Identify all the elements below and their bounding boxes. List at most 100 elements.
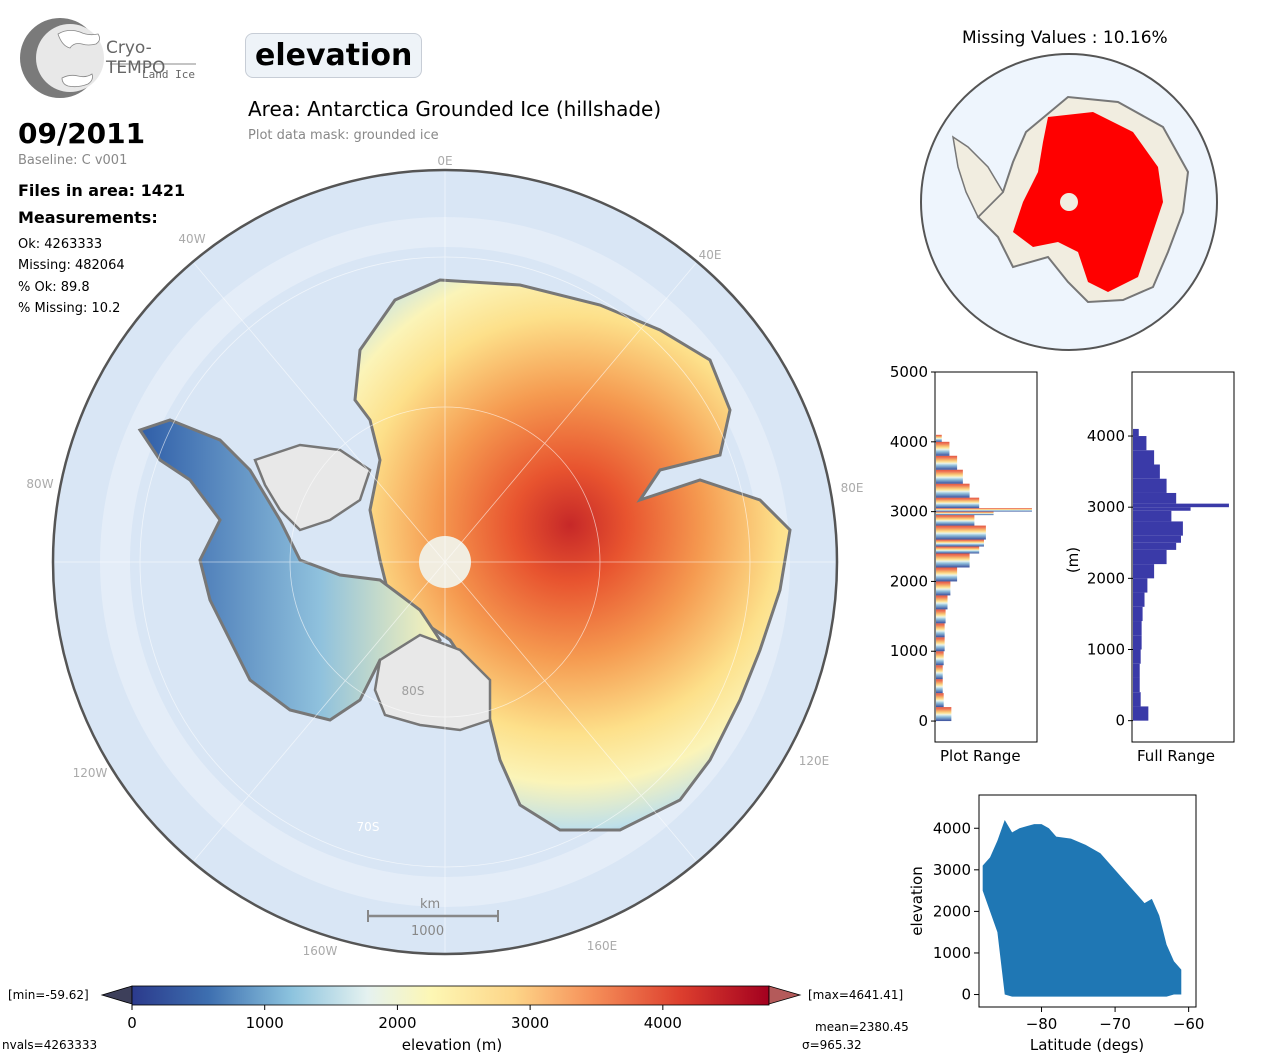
hist-bar (936, 434, 942, 442)
missing-values-title: Missing Values : 10.16% (962, 28, 1168, 48)
hist-bar (936, 679, 943, 694)
hist-bar (936, 508, 1032, 512)
hist-bar (1133, 464, 1160, 479)
east-antarctica (353, 278, 792, 832)
hist-bar (936, 469, 963, 484)
lon-label-0e: 0E (437, 154, 452, 168)
mean-label: mean=2380.45 (815, 1020, 909, 1034)
hist-bar (936, 651, 944, 666)
hist-bar (1133, 478, 1167, 493)
full-range-histogram: 0 1000 2000 3000 4000 Full Range (m) (1064, 371, 1235, 765)
hist1-frame (934, 371, 1038, 743)
logo-name: Cryo-TEMPO (106, 38, 166, 78)
x-tick-label: −80 (1026, 1015, 1058, 1033)
missing-values-map (920, 53, 1218, 351)
colorbar-max-label: [max=4641.41] (808, 988, 904, 1002)
hist-bar (1133, 663, 1140, 678)
colorbar-tick-label: 2000 (378, 1014, 416, 1032)
hist-bar (936, 609, 946, 624)
hist-bar (1133, 436, 1147, 451)
ronne-ice-shelf (253, 443, 372, 532)
cryo-tempo-logo: Cryo-TEMPO Land Ice (18, 16, 203, 100)
colorbar-gradient (131, 985, 770, 1006)
hist-bar (936, 581, 951, 596)
y-tick-label: 0 (961, 986, 971, 1004)
hist1-xlabel: Plot Range (940, 747, 1021, 765)
x-tick-label: −60 (1173, 1015, 1205, 1033)
area-title: Area: Antarctica Grounded Ice (hillshade… (248, 97, 662, 121)
hist-bar (1133, 535, 1181, 543)
y-tick-label: 3000 (890, 503, 928, 521)
lon-label-80e: 80E (841, 481, 864, 495)
colorbar-tick-label: 1000 (246, 1014, 284, 1032)
y-tick-label: 3000 (1087, 498, 1125, 516)
elevation-latitude-scatter: −80 −70 −60 0 1000 2000 3000 4000 Latitude (deg… (908, 794, 1205, 1054)
hist-bar (936, 441, 950, 456)
measurements-pct-ok: % Ok: 89.8 (18, 280, 90, 295)
colorbar-xlabel: elevation (m) (402, 1036, 503, 1054)
colorbar: 0 1000 2000 3000 4000 elevation (m) (100, 985, 802, 1054)
hist2-xlabel: Full Range (1137, 747, 1215, 765)
parameter-badge: elevation (245, 33, 423, 78)
lon-label-40e: 40E (699, 248, 722, 262)
measurements-ok: Ok: 4263333 (18, 237, 103, 252)
hist-bar (936, 455, 958, 470)
y-tick-label: 2000 (890, 572, 928, 590)
hist-bar (1133, 492, 1177, 504)
colorbar-tick-label: 4000 (644, 1014, 682, 1032)
scatter-point-cloud (982, 819, 1182, 997)
measurements-heading: Measurements: (18, 208, 158, 227)
y-tick-label: 0 (918, 712, 928, 730)
hist-bar (936, 707, 952, 722)
colorbar-tick-label: 3000 (511, 1014, 549, 1032)
hist2-frame (1131, 371, 1235, 743)
hist-bar (1133, 564, 1155, 579)
y-tick-label: 4000 (1087, 427, 1125, 445)
hist-bar (1133, 521, 1183, 536)
scale-bar: km 1000 (367, 897, 499, 939)
hist-bar (1133, 606, 1143, 622)
hist-bar (1133, 507, 1191, 511)
hist-bar (936, 567, 958, 582)
y-tick-label: 5000 (890, 363, 928, 381)
measurements-missing: Missing: 482064 (18, 258, 125, 273)
hist-bar (1133, 692, 1141, 707)
y-tick-label: 1000 (933, 944, 971, 962)
missing-red-area (1013, 112, 1163, 292)
hist-bar (936, 665, 943, 680)
hist-bar (1133, 428, 1139, 437)
colorbar-min-label: [min=-59.62] (8, 988, 89, 1002)
hist-bar (936, 595, 948, 610)
hist-bar (936, 525, 986, 540)
hist-bar (1133, 578, 1148, 593)
mask-note: Plot data mask: grounded ice (248, 128, 439, 143)
hist-bar (1133, 510, 1172, 522)
hist-bar (936, 539, 984, 547)
hist-bar (936, 497, 980, 509)
lon-label-160e: 160E (587, 939, 618, 953)
hist-bar (1133, 450, 1155, 465)
y-tick-label: 3000 (933, 861, 971, 879)
measurements-pct-missing: % Missing: 10.2 (18, 301, 121, 316)
colorbar-min-arrow (100, 985, 133, 1005)
logo-subtitle: Land Ice (142, 68, 195, 81)
scatter-frame (978, 794, 1197, 1008)
baseline-label: Baseline: C v001 (18, 153, 128, 168)
lon-label-40w: 40W (178, 232, 205, 246)
hist-bar (936, 483, 970, 498)
lat-label-70s: 70S (357, 820, 380, 834)
lon-label-120w: 120W (73, 766, 108, 780)
scalebar-unit: km (420, 897, 440, 912)
hist-bar (1133, 635, 1142, 650)
hist-bar (936, 693, 944, 708)
hist-bar (1133, 649, 1141, 664)
hist-bar (936, 546, 980, 554)
hist-bar (936, 511, 994, 516)
main-map: 0E 40E 80E 120E 160E 160W 120W 80W 40W 8… (26, 154, 864, 958)
graticule (55, 172, 835, 952)
hist-bar (936, 515, 975, 526)
hist-bar (1133, 592, 1145, 607)
date-label: 09/2011 (18, 117, 146, 150)
hist-bar (1133, 503, 1229, 508)
hist2-ylabel: (m) (1064, 547, 1082, 573)
